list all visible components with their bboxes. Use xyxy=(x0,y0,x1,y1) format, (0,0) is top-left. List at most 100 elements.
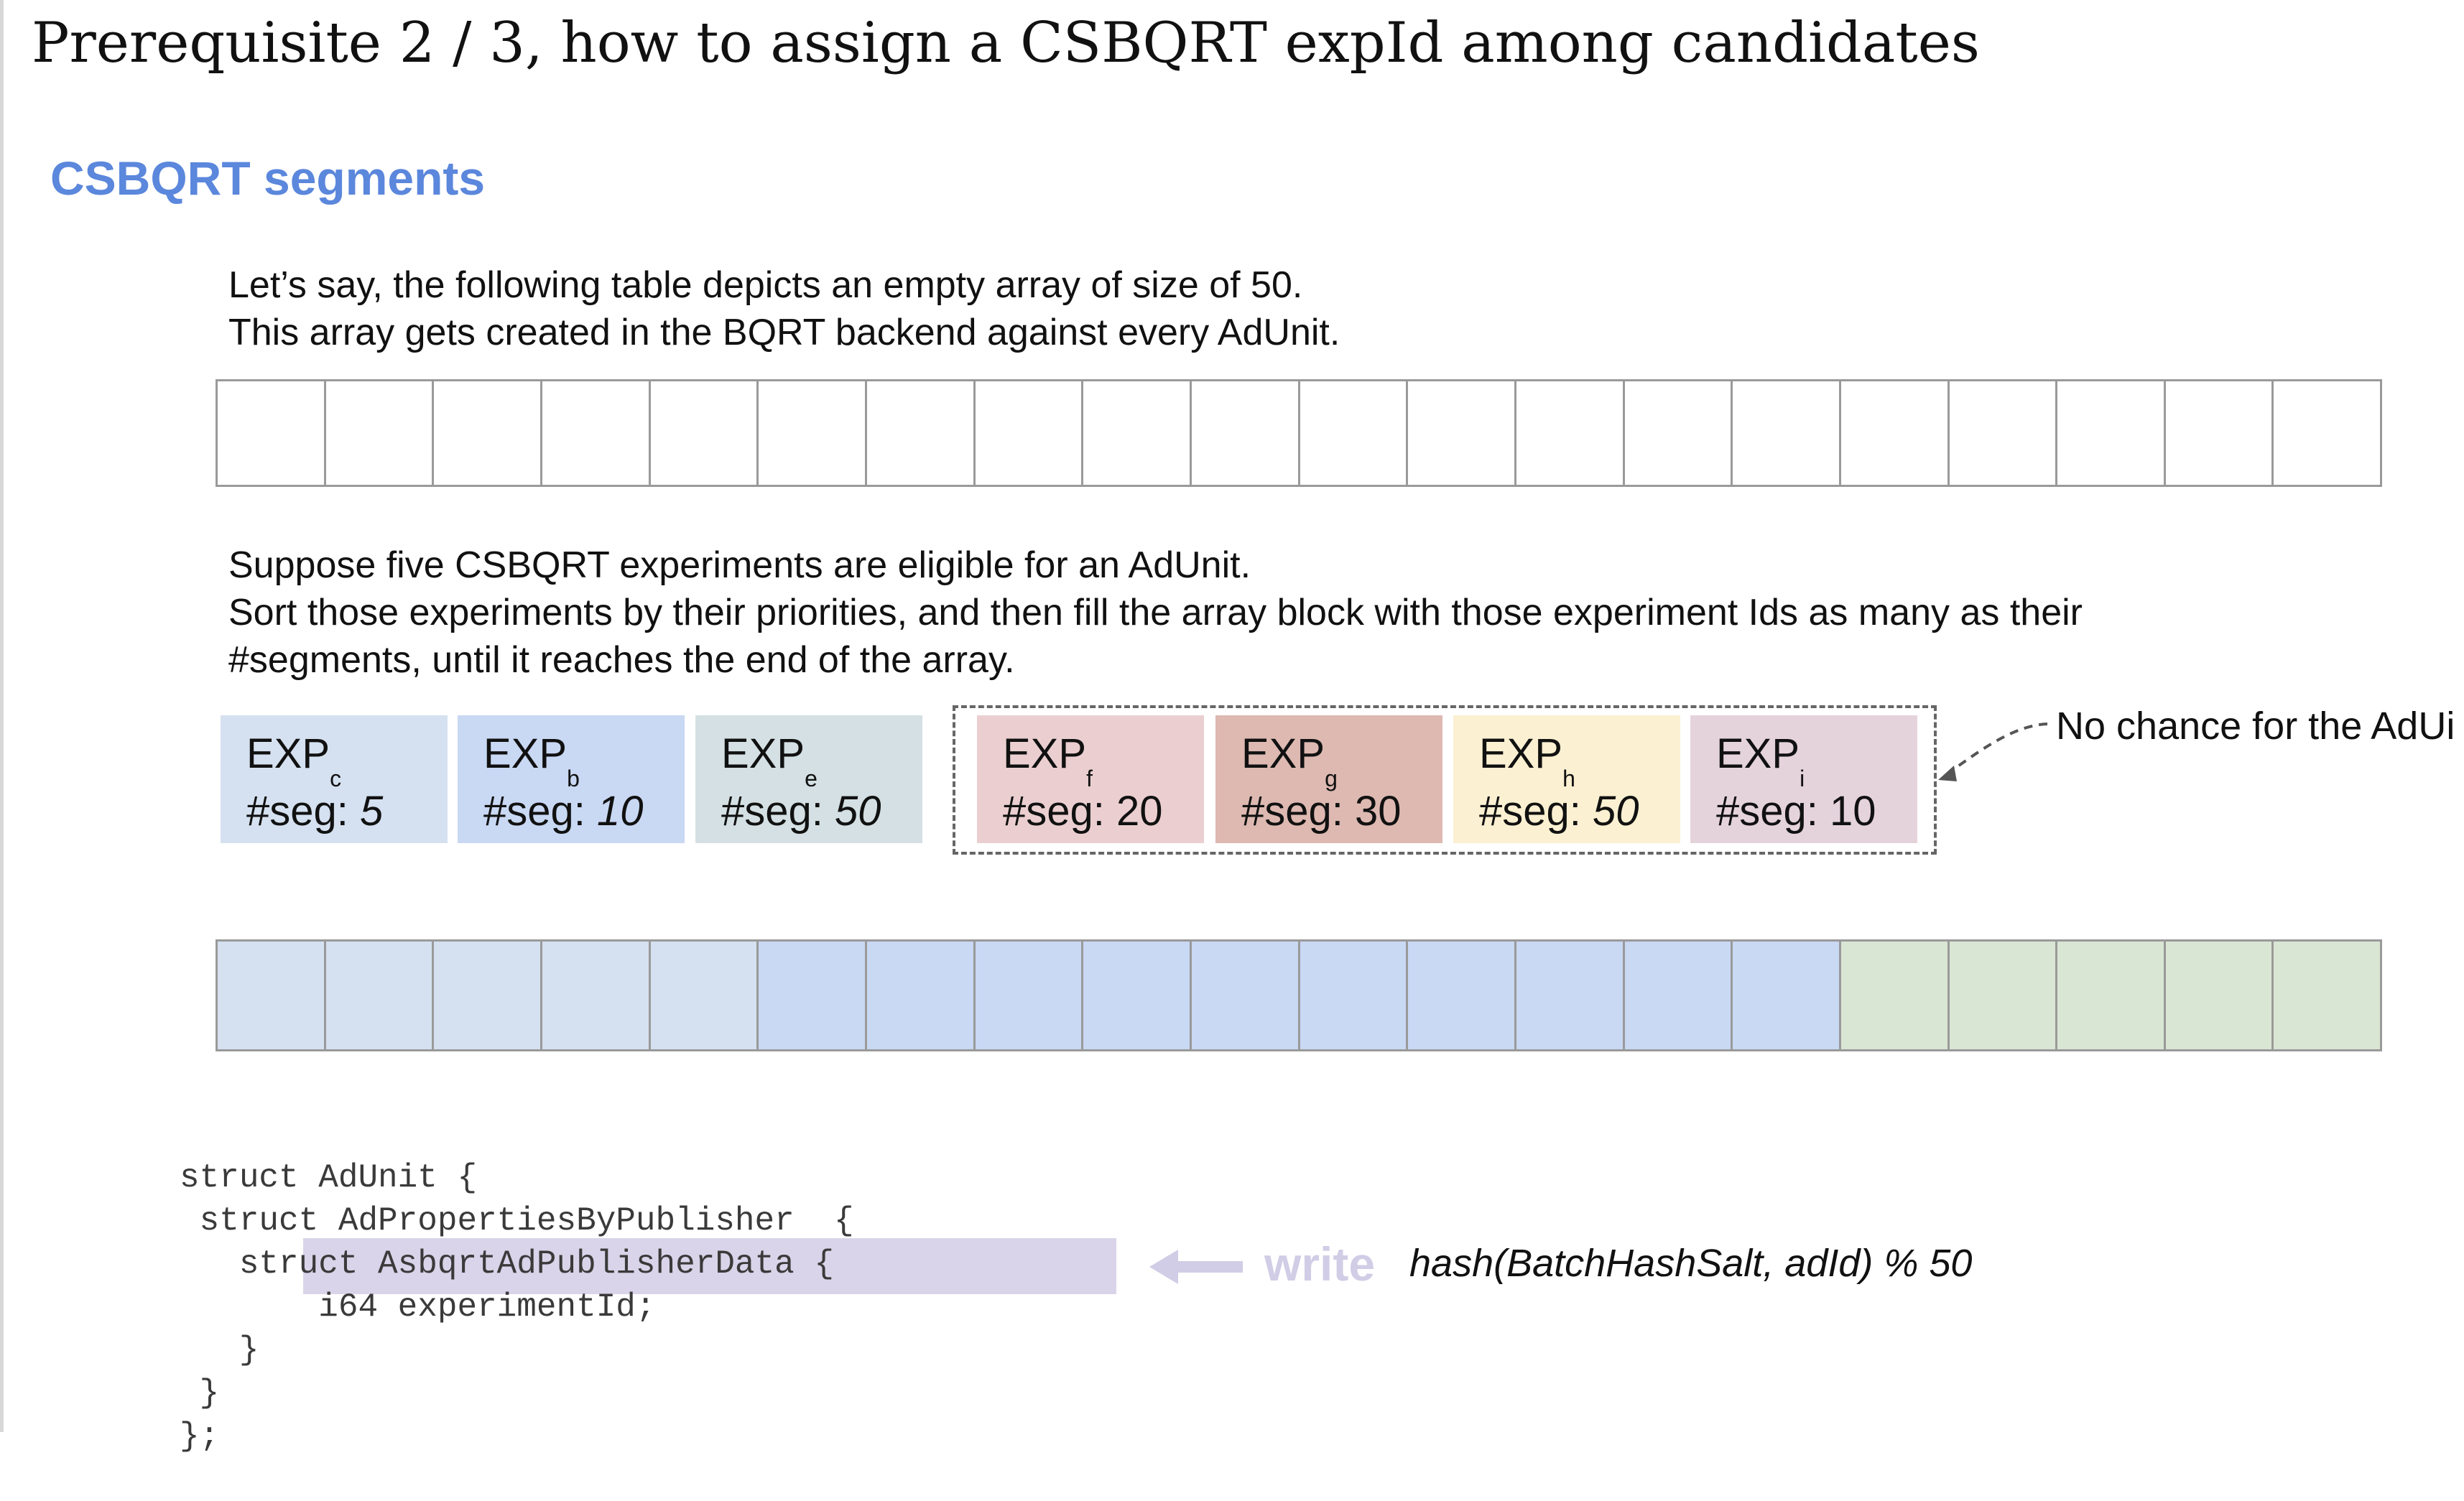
experiment-name: EXPi xyxy=(1716,728,1917,791)
filled-array-cell xyxy=(1840,942,1950,1049)
filled-array-cell xyxy=(1516,942,1625,1049)
intro-line: Let’s say, the following table depicts a… xyxy=(228,264,1303,306)
experiment-subscript: c xyxy=(330,766,342,791)
experiment-name: EXPh xyxy=(1479,728,1680,791)
filled-array-cell xyxy=(975,942,1084,1049)
experiment-segments: #seg: 5 xyxy=(246,786,448,837)
segments-value: 50 xyxy=(835,788,881,835)
segments-label: #seg: xyxy=(1716,788,1830,835)
array-cell xyxy=(542,381,651,485)
segments-label: #seg: xyxy=(1241,788,1355,835)
filled-array-cell xyxy=(542,942,651,1049)
experiment-name-text: EXP xyxy=(1003,730,1087,777)
experiment-card-e: EXPe #seg: 50 xyxy=(695,715,922,843)
experiment-name-text: EXP xyxy=(483,730,568,777)
experiment-subscript: i xyxy=(1800,766,1805,791)
experiment-segments: #seg: 20 xyxy=(1003,786,1204,837)
intro-line: This array gets created in the BQRT back… xyxy=(228,312,1340,353)
experiment-id-highlight xyxy=(303,1238,1116,1294)
array-cell xyxy=(976,381,1084,485)
intro-paragraph: Let’s say, the following table depicts a… xyxy=(228,261,1340,356)
filled-array-cell xyxy=(2057,942,2166,1049)
experiment-card-b: EXPb #seg: 10 xyxy=(458,715,685,843)
array-cell xyxy=(218,381,326,485)
filled-array-cell xyxy=(1300,942,1409,1049)
array-cell xyxy=(2166,381,2274,485)
experiment-subscript: b xyxy=(567,766,580,791)
filled-array-cell xyxy=(434,942,542,1049)
experiment-card-i: EXPi #seg: 10 xyxy=(1690,715,1917,843)
array-cell xyxy=(1408,381,1516,485)
code-line: struct AdPropertiesByPublisher { xyxy=(180,1202,854,1240)
write-arrow-icon xyxy=(1149,1250,1243,1284)
code-line: } xyxy=(180,1332,259,1369)
code-line: struct AdUnit { xyxy=(180,1159,478,1196)
experiment-name: EXPb xyxy=(483,728,685,791)
array-cell xyxy=(434,381,542,485)
experiment-name: EXPc xyxy=(246,728,448,791)
array-cell xyxy=(759,381,867,485)
filled-array-cell xyxy=(1408,942,1516,1049)
segments-label: #seg: xyxy=(1003,788,1116,835)
code-line: }; xyxy=(180,1418,220,1455)
array-cell xyxy=(1950,381,2058,485)
segments-value: 50 xyxy=(1593,788,1639,835)
array-cell xyxy=(1841,381,1950,485)
code-line: } xyxy=(180,1375,220,1412)
sort-paragraph: Suppose five CSBQRT experiments are elig… xyxy=(228,542,2083,684)
segments-label: #seg: xyxy=(246,788,360,835)
filled-array-cell xyxy=(650,942,759,1049)
experiment-segments: #seg: 50 xyxy=(721,786,922,837)
experiment-subscript: h xyxy=(1562,766,1575,791)
sort-line: Suppose five CSBQRT experiments are elig… xyxy=(228,544,1251,586)
array-cell xyxy=(2057,381,2166,485)
array-cell xyxy=(326,381,435,485)
section-heading: CSBQRT segments xyxy=(50,152,486,205)
left-margin-rule xyxy=(0,0,4,1432)
experiment-card-c: EXPc #seg: 5 xyxy=(221,715,448,843)
experiment-subscript: f xyxy=(1086,766,1093,791)
array-cell xyxy=(651,381,759,485)
experiment-name-text: EXP xyxy=(1716,730,1800,777)
array-cell xyxy=(1083,381,1192,485)
segments-value: 10 xyxy=(597,788,644,835)
experiment-segments: #seg: 30 xyxy=(1241,786,1442,837)
code-line: i64 experimentId; xyxy=(180,1288,656,1326)
experiment-segments: #seg: 50 xyxy=(1479,786,1680,837)
array-cell xyxy=(2274,381,2380,485)
experiment-card-h: EXPh #seg: 50 xyxy=(1453,715,1680,843)
experiment-segments: #seg: 10 xyxy=(483,786,685,837)
experiment-name-text: EXP xyxy=(1479,730,1563,777)
filled-array-cell xyxy=(325,942,435,1049)
experiment-subscript: e xyxy=(805,766,818,791)
experiment-card-f: EXPf #seg: 20 xyxy=(977,715,1204,843)
code-line: struct AsbqrtAdPublisherData { xyxy=(180,1245,834,1283)
experiment-name: EXPf xyxy=(1003,728,1204,791)
filled-array-cell xyxy=(218,942,326,1049)
experiment-name-text: EXP xyxy=(246,730,330,777)
experiment-card-g: EXPg #seg: 30 xyxy=(1215,715,1442,843)
segments-label: #seg: xyxy=(721,788,835,835)
filled-array-cell xyxy=(1624,942,1733,1049)
segments-label: #seg: xyxy=(483,788,597,835)
filled-array-cell xyxy=(866,942,976,1049)
segments-value: 10 xyxy=(1830,788,1876,835)
slide-title: Prerequisite 2 / 3, how to assign a CSBQ… xyxy=(32,11,1980,75)
segments-label: #seg: xyxy=(1479,788,1593,835)
array-cell xyxy=(1192,381,1300,485)
filled-array-cell xyxy=(1949,942,2058,1049)
filled-array xyxy=(216,939,2382,1051)
experiment-segments: #seg: 10 xyxy=(1716,786,1917,837)
segments-value: 30 xyxy=(1355,788,1402,835)
filled-array-cell xyxy=(1083,942,1192,1049)
experiment-subscript: g xyxy=(1325,766,1338,791)
no-chance-arrow-icon xyxy=(1938,722,2048,781)
filled-array-cell xyxy=(1191,942,1300,1049)
empty-array xyxy=(216,379,2382,487)
filled-array-cell xyxy=(2274,942,2381,1049)
array-cell xyxy=(1625,381,1733,485)
sort-line: Sort those experiments by their prioriti… xyxy=(228,592,2083,633)
filled-array-cell xyxy=(1733,942,1841,1049)
experiment-name: EXPe xyxy=(721,728,922,791)
segments-value: 20 xyxy=(1116,788,1163,835)
